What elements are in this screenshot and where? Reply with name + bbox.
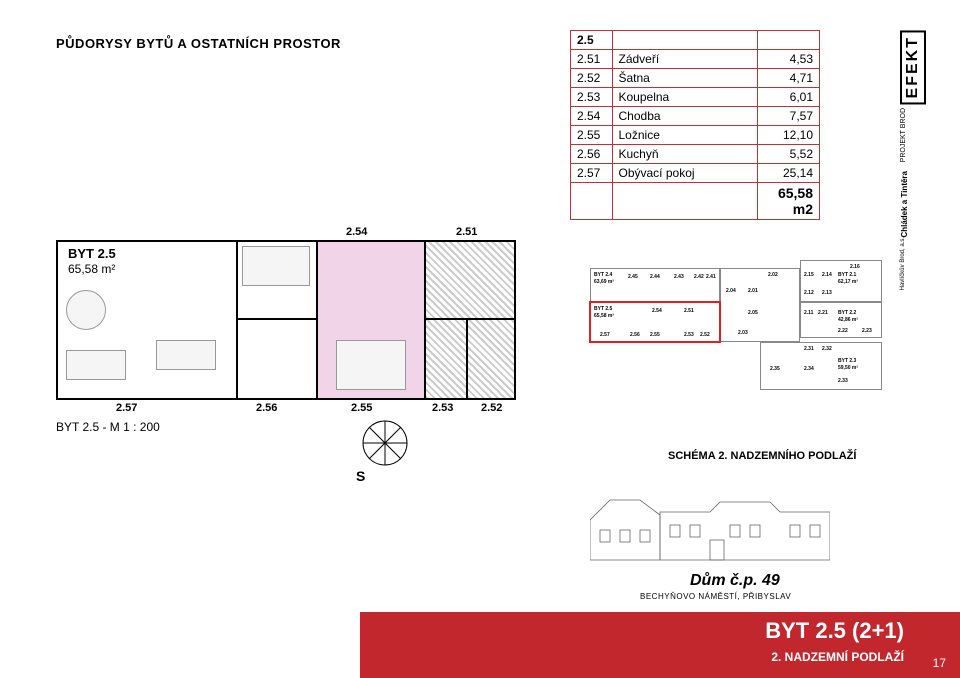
page-title: PŮDORYSY BYTŮ A OSTATNÍCH PROSTOR <box>56 36 341 51</box>
schema-num: 2.23 <box>862 328 872 334</box>
fp-room-53: 2.53 <box>432 402 453 414</box>
schema-num: 2.13 <box>822 290 832 296</box>
schema-label-21a: 62,17 m² <box>838 279 858 285</box>
schema-num: 2.35 <box>770 366 780 372</box>
fp-bed <box>336 340 406 390</box>
table-header: 2.5 <box>571 31 613 50</box>
fp-room-57: 2.57 <box>116 402 137 414</box>
schema-label-25: BYT 2.5 <box>594 306 612 312</box>
compass-label: S <box>356 468 365 484</box>
table-row: 2.57Obývací pokoj25,14 <box>571 164 820 183</box>
schema-label-23: BYT 2.3 <box>838 358 856 364</box>
compass-icon <box>360 418 410 468</box>
table-row: 2.52Šatna4,71 <box>571 69 820 88</box>
table-row: 2.53Koupelna6,01 <box>571 88 820 107</box>
partner-logo: Chládek a Tintěra <box>900 171 909 238</box>
schema-num: 2.03 <box>738 330 748 336</box>
room-table: 2.5 2.51Zádveří4,53 2.52Šatna4,71 2.53Ko… <box>570 30 820 220</box>
fp-byt-label: BYT 2.5 <box>68 246 116 261</box>
efekt-logo: EFEKT <box>900 30 926 104</box>
schema-num: 2.56 <box>630 332 640 338</box>
fp-room-52: 2.52 <box>481 402 502 414</box>
table-row: 2.51Zádveří4,53 <box>571 50 820 69</box>
fp-div <box>424 240 426 400</box>
fp-sofa <box>66 350 126 380</box>
schema-label-25a: 65,58 m² <box>594 313 614 319</box>
schema-corridor <box>720 268 800 342</box>
schema-num: 2.12 <box>804 290 814 296</box>
fp-div <box>316 240 318 400</box>
fp-room-51: 2.51 <box>456 226 477 238</box>
page-number: 17 <box>933 656 946 670</box>
schema-num: 2.51 <box>684 308 694 314</box>
schema-label-24a: 63,69 m² <box>594 279 614 285</box>
schema-num: 2.31 <box>804 346 814 352</box>
table-total: 65,58 m2 <box>571 183 820 220</box>
table-row: 2.55Ložnice12,10 <box>571 126 820 145</box>
building-address: BECHYŇOVO NÁMĚSTÍ, PŘIBYSLAV <box>640 592 791 601</box>
fp-room-55: 2.55 <box>351 402 372 414</box>
schema-num: 2.44 <box>650 274 660 280</box>
schema-label-22: BYT 2.2 <box>838 310 856 316</box>
fp-area-label: 65,58 m² <box>68 262 115 276</box>
fp-div <box>424 318 516 320</box>
schema-num: 2.05 <box>748 310 758 316</box>
schema-num: 2.43 <box>674 274 684 280</box>
schema-num: 2.42 <box>694 274 704 280</box>
schema-caption: SCHÉMA 2. NADZEMNÍHO PODLAŽÍ <box>668 450 856 462</box>
footer-title: BYT 2.5 (2+1) <box>765 618 904 644</box>
fp-sofa <box>156 340 216 370</box>
fp-kitchen <box>242 246 310 286</box>
floorplan-main: BYT 2.5 65,58 m² 2.54 2.51 2.57 2.56 2.5… <box>56 240 516 400</box>
schema-num: 2.52 <box>700 332 710 338</box>
fp-table <box>66 290 106 330</box>
schema-label-23a: 59,50 m² <box>838 365 858 371</box>
schema-num: 2.04 <box>726 288 736 294</box>
building-sketch <box>590 490 830 570</box>
schema-label-24: BYT 2.4 <box>594 272 612 278</box>
schema-num: 2.33 <box>838 378 848 384</box>
schema-num: 2.22 <box>838 328 848 334</box>
schema-num: 2.32 <box>822 346 832 352</box>
logo-block: EFEKT PROJEKT BROD Chládek a Tintěra Hav… <box>900 30 948 291</box>
table-row: 2.56Kuchyň5,52 <box>571 145 820 164</box>
fp-room-56: 2.56 <box>256 402 277 414</box>
schema-num: 2.57 <box>600 332 610 338</box>
fp-room-54: 2.54 <box>346 226 367 238</box>
building-name: Dům č.p. 49 <box>690 572 780 590</box>
scale-label: BYT 2.5 - M 1 : 200 <box>56 420 160 434</box>
table-row: 2.54Chodba7,57 <box>571 107 820 126</box>
schema-num: 2.15 <box>804 272 814 278</box>
footer-sub: 2. NADZEMNÍ PODLAŽÍ <box>771 650 904 664</box>
partner-sub: Havlíčkův Brod, a.s. <box>900 237 906 290</box>
efekt-sub: PROJEKT BROD <box>900 108 907 162</box>
fp-div <box>466 318 468 400</box>
fp-div <box>236 240 238 400</box>
schema-label-22a: 42,86 m² <box>838 317 858 323</box>
schema-num: 2.02 <box>768 272 778 278</box>
schema-num: 2.11 <box>804 310 813 316</box>
schema-num: 2.55 <box>650 332 660 338</box>
schema-label-21: BYT 2.1 <box>838 272 856 278</box>
schema-num: 2.45 <box>628 274 638 280</box>
schema-num: 2.14 <box>822 272 832 278</box>
schema-num: 2.41 <box>706 274 716 280</box>
floor-schema: BYT 2.4 63,69 m² BYT 2.5 65,58 m² BYT 2.… <box>590 260 890 400</box>
schema-num: 2.16 <box>850 264 860 270</box>
schema-num: 2.53 <box>684 332 694 338</box>
fp-div <box>236 318 316 320</box>
schema-num: 2.54 <box>652 308 662 314</box>
schema-num: 2.01 <box>748 288 758 294</box>
schema-num: 2.21 <box>818 310 828 316</box>
schema-num: 2.34 <box>804 366 814 372</box>
